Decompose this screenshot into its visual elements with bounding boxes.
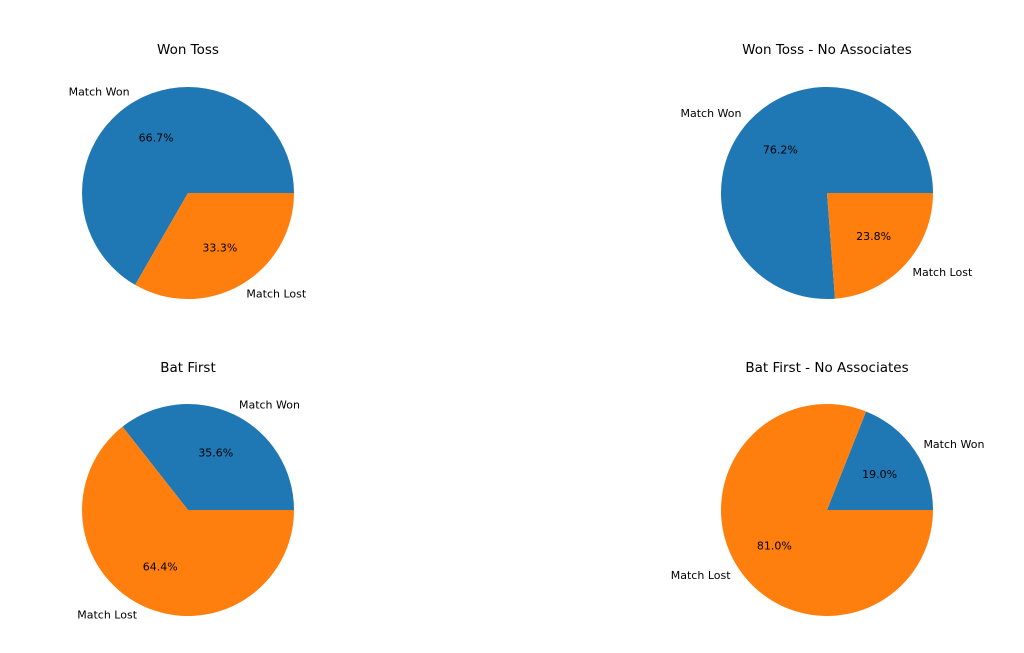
slice-label-match-lost: Match Lost [246,287,306,300]
pie-slice-match-lost [135,193,294,300]
pie-slice-match-won [122,403,294,510]
pie-chart-bat-first: Bat First Match Won 35.6% Match Lost 64.4% [77,360,300,621]
pie-slice-match-lost [81,426,294,616]
slice-percent-label: 33.3% [202,242,237,255]
slice-label-match-won: Match Won [239,399,300,412]
chart-title: Bat First [160,360,216,376]
slice-label-match-lost: Match Lost [671,569,731,582]
slice-label-match-won: Match Won [69,86,130,99]
pie-chart-won-toss-no-associates: Won Toss - No Associates Match Won 76.2% M… [681,42,973,300]
pie-slice-match-lost [720,403,933,616]
slice-percent-label: 76.2% [763,143,798,156]
pie-chart-bat-first-no-associates: Bat First - No Associates Match Won 19.0%… [671,360,984,616]
slice-percent-label: 23.8% [856,230,891,243]
chart-title: Won Toss - No Associates [742,42,912,58]
slice-percent-label: 66.7% [139,131,174,144]
slice-label-match-won: Match Won [681,107,742,120]
chart-title: Bat First - No Associates [745,360,908,376]
pie-chart-won-toss: Won Toss Match Won 66.7% Match Lost 33.3% [69,42,307,300]
pie-slice-match-lost [827,193,933,299]
pie-slice-match-won [81,87,294,285]
slice-percent-label: 35.6% [198,446,233,459]
pie-slice-match-won [720,87,933,300]
chart-title: Won Toss [157,42,219,58]
slice-percent-label: 64.4% [143,561,178,574]
slice-percent-label: 81.0% [757,539,792,552]
slice-label-match-lost: Match Lost [913,266,973,279]
slice-label-match-lost: Match Lost [77,608,137,621]
slice-percent-label: 19.0% [862,468,897,481]
pie-slice-match-won [827,411,934,510]
slice-label-match-won: Match Won [923,438,984,451]
